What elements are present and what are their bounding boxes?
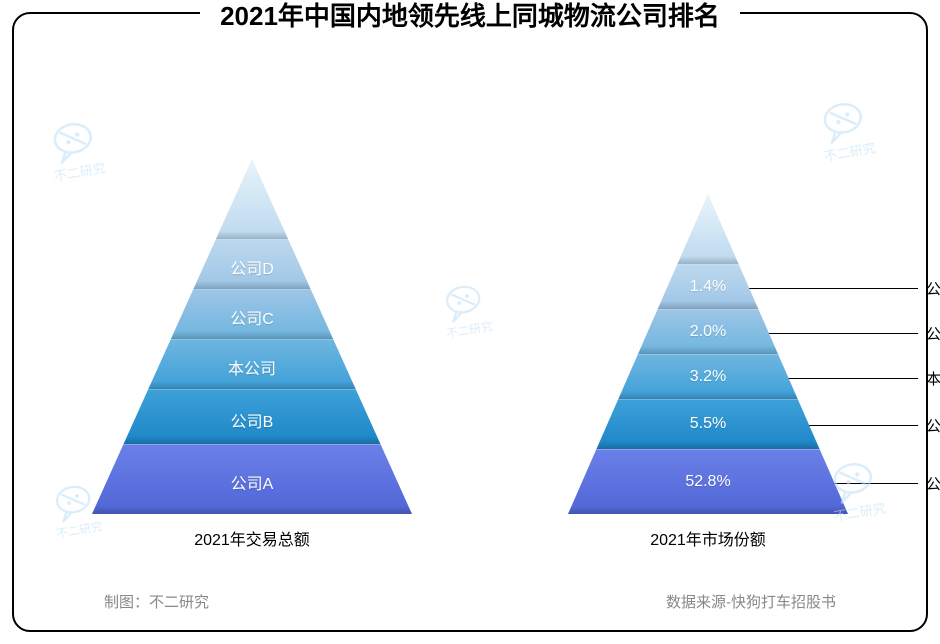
pyramid-segment: 公司C (92, 289, 412, 339)
chart-frame: 2021年中国内地领先线上同城物流公司排名 公司D公司C本公司公司B公司A 20… (12, 12, 928, 632)
callout-line (768, 333, 918, 334)
callout-label: 公司B (926, 415, 940, 436)
pyramid-segment-label: 1.4% (690, 278, 726, 296)
chart-title: 2021年中国内地领先线上同城物流公司排名 (200, 0, 740, 33)
pyramid-right: 公司D公司C本公司公司B公司A 1.4%2.0%3.2%5.5%52.8% (568, 194, 848, 514)
callout-label: 公司A (926, 473, 940, 494)
pyramid-tip (568, 194, 848, 264)
pyramid-left-caption: 2021年交易总额 (194, 526, 310, 550)
pyramid-segment-label: 公司B (231, 408, 274, 432)
pyramid-right-caption: 2021年市场份额 (650, 526, 766, 550)
callout-label: 本公司 (926, 368, 940, 389)
pyramid-segment: 5.5% (568, 399, 848, 449)
pyramid-segment: 本公司 (92, 339, 412, 389)
title-wrap: 2021年中国内地领先线上同城物流公司排名 (14, 0, 926, 33)
callout-line (809, 425, 918, 426)
pyramid-segment: 公司A (92, 444, 412, 514)
pyramid-segment-label: 3.2% (690, 368, 726, 386)
callout: 公司D (748, 278, 940, 299)
pyramid-segment: 公司B (92, 389, 412, 444)
pyramid-left: 公司D 公司C 本公司公司B 公司A (92, 159, 412, 514)
footer-left: 制图：不二研究 (104, 591, 209, 612)
callout-line (748, 288, 918, 289)
pyramid-segment-label: 公司D (230, 255, 274, 279)
pyramid-segment-label: 52.8% (685, 473, 730, 491)
callout-label: 公司D (926, 278, 940, 299)
charts-area: 公司D公司C本公司公司B公司A 2021年交易总额 公司D公司C本公司公司B公司… (14, 84, 926, 550)
pyramid-segment-label: 公司A (231, 470, 274, 494)
footer-right: 数据来源-快狗打车招股书 (666, 591, 836, 612)
pyramid-segment-label: 5.5% (690, 415, 726, 433)
callout-label: 公司C (926, 323, 940, 344)
pyramid-right-col: 公司D公司C本公司公司B公司A 1.4%2.0%3.2%5.5%52.8% 20… (568, 194, 848, 550)
callout: 公司B (809, 415, 940, 436)
pyramid-segment: 52.8% (568, 449, 848, 514)
pyramid-segment-label: 本公司 (228, 355, 276, 379)
pyramid-segment-label: 2.0% (690, 323, 726, 341)
callout: 公司A (834, 473, 940, 494)
callout-line (788, 378, 918, 379)
pyramid-segment-label: 公司C (230, 305, 274, 329)
pyramid-tip (92, 159, 412, 239)
callout-line (834, 483, 918, 484)
callout: 本公司 (788, 368, 940, 389)
pyramid-left-col: 公司D 公司C 本公司公司B 公司A 2021年交易总额 (92, 159, 412, 550)
pyramid-segment: 公司D (92, 239, 412, 289)
callout: 公司C (768, 323, 940, 344)
